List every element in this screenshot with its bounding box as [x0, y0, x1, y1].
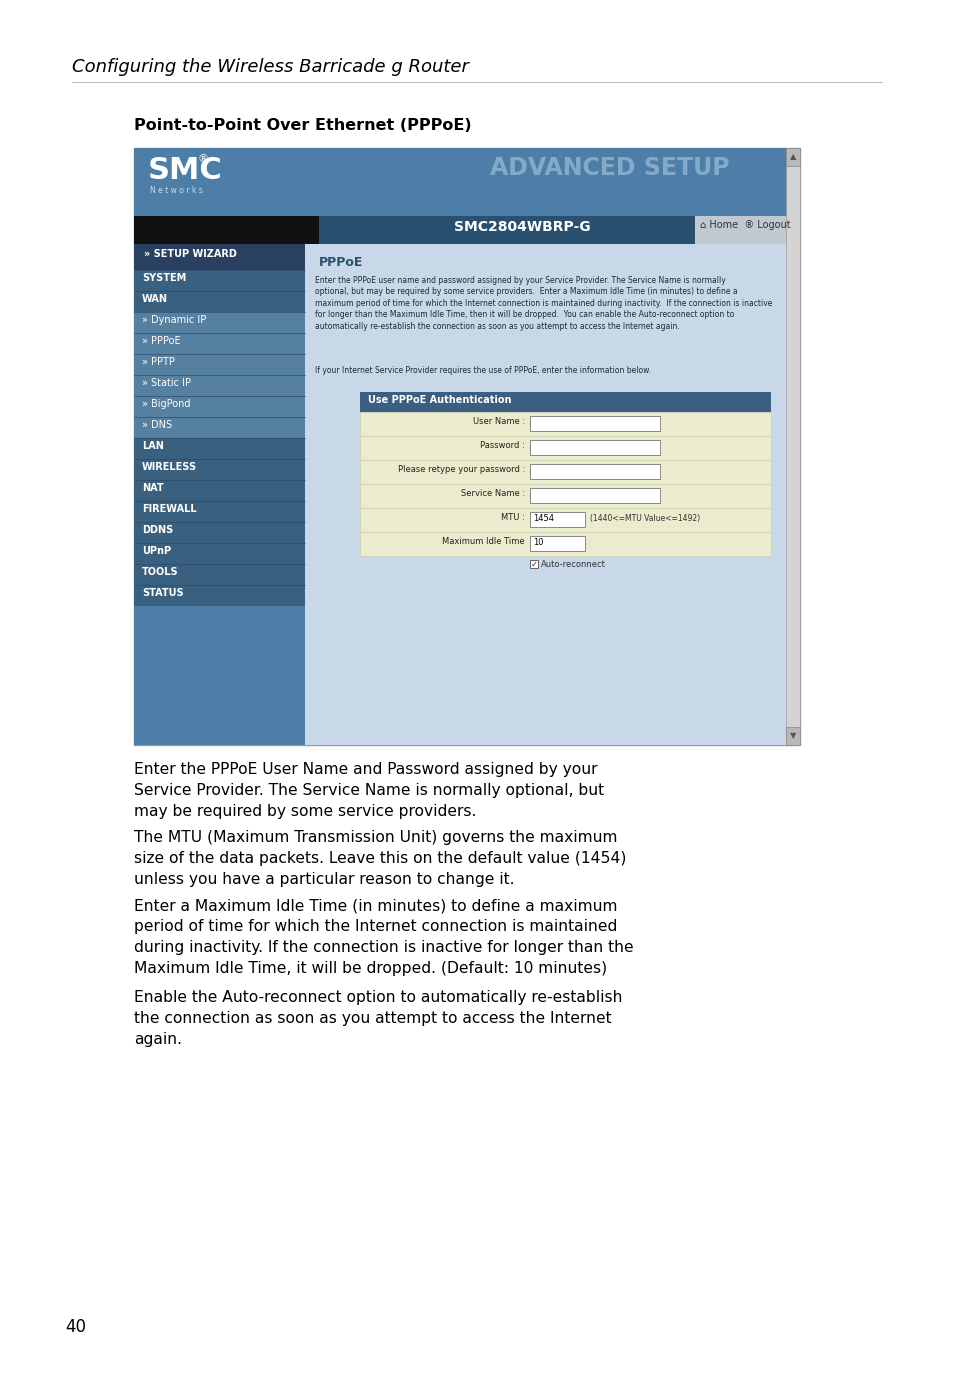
Bar — [359, 436, 770, 459]
Text: TOOLS: TOOLS — [142, 568, 178, 577]
Text: SMC2804WBRP-G: SMC2804WBRP-G — [454, 221, 590, 235]
Bar — [133, 217, 318, 244]
Bar — [133, 333, 305, 354]
Bar — [133, 416, 305, 439]
Text: Please retype your password :: Please retype your password : — [397, 465, 524, 473]
Text: 1454: 1454 — [533, 514, 554, 523]
Bar — [530, 536, 584, 551]
Text: FIREWALL: FIREWALL — [142, 504, 196, 514]
Bar — [133, 480, 305, 501]
Bar — [133, 564, 305, 584]
Text: ADVANCED SETUP: ADVANCED SETUP — [490, 155, 729, 180]
Text: (1440<=MTU Value<=1492): (1440<=MTU Value<=1492) — [589, 514, 700, 523]
Text: Configuring the Wireless Barricade g Router: Configuring the Wireless Barricade g Rou… — [71, 58, 468, 76]
Text: ®: ® — [198, 154, 209, 164]
Bar — [359, 412, 770, 436]
Text: » PPPoE: » PPPoE — [142, 336, 180, 346]
Text: MTU :: MTU : — [500, 514, 524, 522]
Text: ▲: ▲ — [789, 153, 796, 161]
Text: WAN: WAN — [142, 294, 168, 304]
Bar — [530, 416, 659, 432]
Text: Enter the PPPoE user name and password assigned by your Service Provider. The Se: Enter the PPPoE user name and password a… — [314, 276, 772, 330]
Text: ⌂ Home  ® Logout: ⌂ Home ® Logout — [700, 221, 790, 230]
Bar — [133, 149, 800, 745]
Text: LAN: LAN — [142, 441, 164, 451]
Text: 10: 10 — [533, 539, 543, 547]
Text: Use PPPoE Authentication: Use PPPoE Authentication — [368, 396, 511, 405]
Text: PPPoE: PPPoE — [318, 255, 363, 269]
Text: STATUS: STATUS — [142, 589, 183, 598]
Bar — [785, 149, 800, 745]
Bar — [133, 543, 305, 564]
Bar — [359, 532, 770, 557]
Text: SMC: SMC — [148, 155, 222, 185]
Text: ✓: ✓ — [531, 559, 537, 569]
Bar — [133, 522, 305, 543]
Text: Enable the Auto-reconnect option to automatically re-establish
the connection as: Enable the Auto-reconnect option to auto… — [133, 990, 622, 1047]
Bar — [695, 217, 800, 244]
Bar — [133, 271, 305, 291]
Text: NAT: NAT — [142, 483, 164, 493]
Bar — [133, 354, 305, 375]
Bar — [133, 217, 800, 244]
Bar — [133, 149, 800, 217]
Text: Point-to-Point Over Ethernet (PPPoE): Point-to-Point Over Ethernet (PPPoE) — [133, 118, 471, 133]
Text: » Dynamic IP: » Dynamic IP — [142, 315, 206, 325]
Text: DDNS: DDNS — [142, 525, 173, 534]
Text: ▼: ▼ — [789, 731, 796, 741]
Bar — [133, 459, 305, 480]
Text: Auto-reconnect: Auto-reconnect — [540, 559, 605, 569]
Bar — [530, 440, 659, 455]
Text: WIRELESS: WIRELESS — [142, 462, 197, 472]
Bar — [530, 464, 659, 479]
Bar — [359, 508, 770, 532]
Text: If your Internet Service Provider requires the use of PPPoE, enter the informati: If your Internet Service Provider requir… — [314, 366, 650, 375]
Bar — [133, 217, 318, 223]
Bar — [530, 512, 584, 527]
Text: 40: 40 — [65, 1319, 86, 1337]
Bar — [133, 396, 305, 416]
Bar — [785, 727, 800, 745]
Text: » PPTP: » PPTP — [142, 357, 174, 366]
Text: » Static IP: » Static IP — [142, 378, 191, 389]
Bar — [530, 559, 537, 568]
Bar — [133, 291, 305, 312]
Text: N e t w o r k s: N e t w o r k s — [150, 186, 203, 194]
Text: The MTU (Maximum Transmission Unit) governs the maximum
size of the data packets: The MTU (Maximum Transmission Unit) gove… — [133, 830, 626, 887]
Text: » DNS: » DNS — [142, 421, 172, 430]
Bar — [133, 223, 800, 244]
Text: Enter the PPPoE User Name and Password assigned by your
Service Provider. The Se: Enter the PPPoE User Name and Password a… — [133, 762, 603, 819]
Bar — [133, 439, 305, 459]
Bar — [133, 375, 305, 396]
Bar — [133, 244, 305, 271]
Bar — [359, 484, 770, 508]
Text: Maximum Idle Time: Maximum Idle Time — [442, 537, 524, 545]
Bar — [133, 501, 305, 522]
Bar — [359, 459, 770, 484]
Text: UPnP: UPnP — [142, 545, 171, 557]
Text: Password :: Password : — [479, 441, 524, 450]
Text: User Name :: User Name : — [473, 416, 524, 426]
Bar — [359, 391, 770, 412]
Text: SYSTEM: SYSTEM — [142, 273, 186, 283]
Bar — [133, 312, 305, 333]
Bar — [785, 149, 800, 167]
Text: » BigPond: » BigPond — [142, 398, 191, 409]
Bar — [133, 584, 305, 607]
Bar — [530, 489, 659, 502]
Text: Service Name :: Service Name : — [460, 489, 524, 498]
Bar — [133, 244, 318, 745]
Bar — [305, 244, 785, 745]
Bar — [133, 217, 318, 223]
Text: » SETUP WIZARD: » SETUP WIZARD — [144, 248, 236, 260]
Text: Enter a Maximum Idle Time (in minutes) to define a maximum
period of time for wh: Enter a Maximum Idle Time (in minutes) t… — [133, 898, 633, 976]
